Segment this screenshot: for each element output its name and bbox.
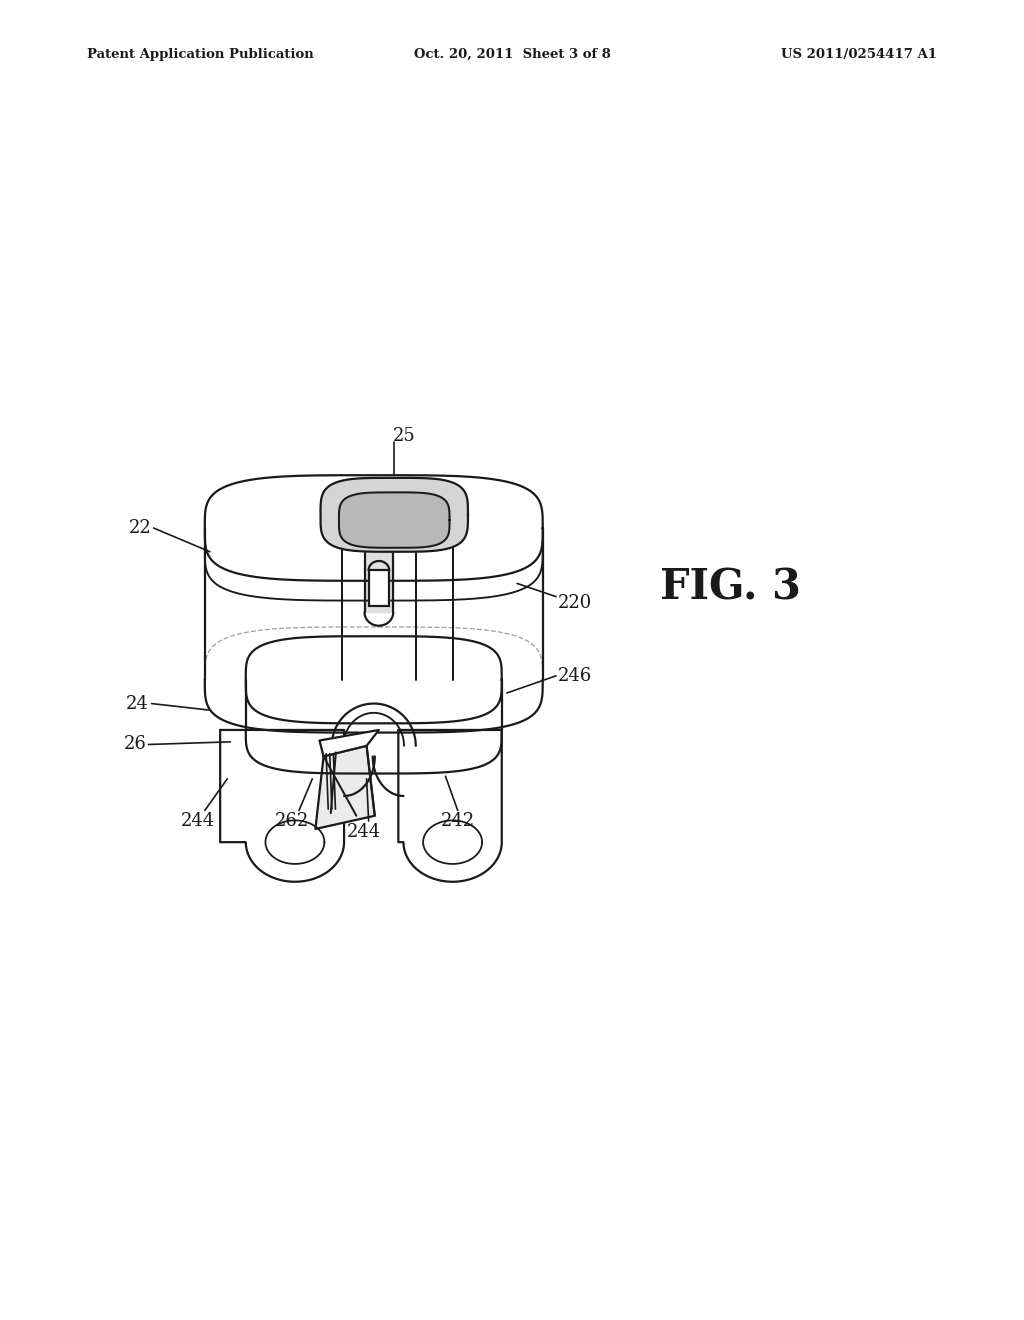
Polygon shape xyxy=(205,475,543,581)
Text: Oct. 20, 2011  Sheet 3 of 8: Oct. 20, 2011 Sheet 3 of 8 xyxy=(414,48,610,61)
Text: 244: 244 xyxy=(180,812,215,830)
Polygon shape xyxy=(319,730,379,756)
Text: 262: 262 xyxy=(274,812,309,830)
Text: 220: 220 xyxy=(558,594,592,612)
Polygon shape xyxy=(315,746,375,829)
Polygon shape xyxy=(321,478,468,552)
Text: 26: 26 xyxy=(124,735,146,754)
Polygon shape xyxy=(398,730,502,882)
Text: 246: 246 xyxy=(558,667,592,685)
Polygon shape xyxy=(220,730,344,882)
Text: 25: 25 xyxy=(393,426,416,445)
Polygon shape xyxy=(365,533,393,612)
Text: Patent Application Publication: Patent Application Publication xyxy=(87,48,313,61)
Polygon shape xyxy=(369,570,389,606)
Polygon shape xyxy=(205,528,543,733)
Text: 244: 244 xyxy=(346,822,381,841)
Text: 22: 22 xyxy=(129,519,152,537)
Text: US 2011/0254417 A1: US 2011/0254417 A1 xyxy=(781,48,937,61)
Text: 242: 242 xyxy=(440,812,475,830)
Polygon shape xyxy=(246,680,502,774)
Text: FIG. 3: FIG. 3 xyxy=(660,566,802,609)
Text: 24: 24 xyxy=(126,694,148,713)
Polygon shape xyxy=(339,492,450,548)
Polygon shape xyxy=(344,730,403,737)
Polygon shape xyxy=(246,636,502,723)
